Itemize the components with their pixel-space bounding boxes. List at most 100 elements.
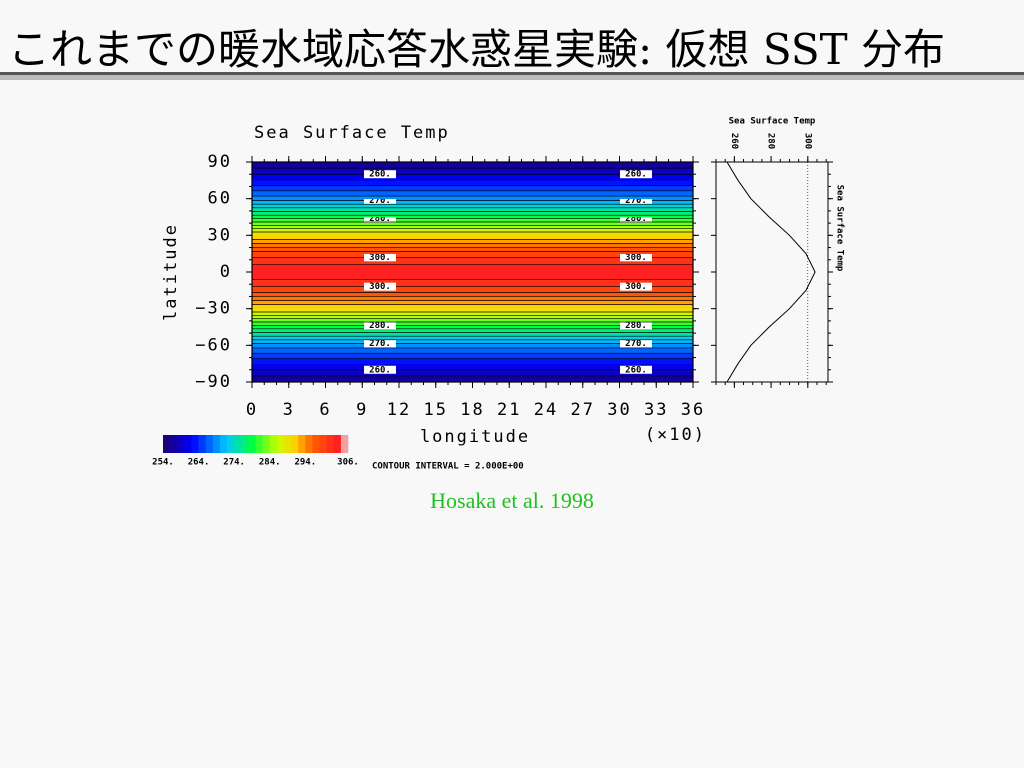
contour-band [252, 279, 693, 287]
contour-band [252, 296, 693, 301]
profile-x-tick-label: 260 [729, 133, 739, 149]
x-tick-label: 33 [644, 400, 668, 420]
colorbar-bin [248, 435, 256, 453]
contour-band [252, 257, 693, 265]
contour-chart: 260. 260. 270. 270. 280. 280. 300. 300. 300. 300.… [152, 117, 844, 472]
contour-band [252, 272, 693, 280]
contour-band [252, 232, 693, 236]
contour-band [252, 343, 693, 346]
x-tick-label: 24 [534, 400, 558, 420]
x-tick-label: 27 [571, 400, 595, 420]
contour-label-bg [364, 365, 396, 374]
colorbar-bin [184, 435, 192, 453]
contour-label-bg [364, 282, 396, 291]
contour-label-bg [620, 321, 652, 330]
colorbar-bin [191, 435, 199, 453]
contour-label: 300. [369, 253, 391, 263]
contour-band [252, 251, 693, 254]
contour-label-bg [364, 170, 396, 179]
contour-label: 260. [369, 365, 391, 375]
x-tick-label: 30 [607, 400, 631, 420]
contour-band [252, 339, 693, 344]
contour-label: 280. [625, 214, 647, 224]
colorbar-bin [283, 435, 292, 453]
contour-label: 300. [625, 253, 647, 263]
colorbar-bin [326, 435, 335, 453]
contour-label: 260. [625, 365, 647, 375]
contour-label: 300. [625, 282, 647, 292]
contour-band [252, 211, 693, 216]
contour-band [252, 247, 693, 252]
y-tick-label: −60 [195, 335, 232, 355]
contour-label-bg [364, 321, 396, 330]
contour-band [252, 300, 693, 305]
contour-band [252, 225, 693, 229]
y-tick-label: 60 [208, 189, 232, 209]
x-tick-label: 9 [356, 400, 368, 420]
x-tick-label: 15 [424, 400, 448, 420]
colorbar-bin [333, 435, 342, 453]
contour-label-bg [364, 253, 396, 262]
contour-band [252, 253, 693, 258]
y-axis-label: latitude [161, 223, 181, 321]
contour-label-bg [620, 214, 652, 223]
profile-x-tick-label: 300 [802, 133, 812, 149]
colorbar-bin [340, 435, 349, 453]
x-tick-label: 0 [246, 400, 258, 420]
colorbar-bin [298, 435, 306, 453]
colorbar-bin [234, 435, 242, 453]
profile-x-tick-label: 280 [766, 133, 776, 149]
contour-label-bg [620, 339, 652, 348]
x-tick-label: 18 [460, 400, 484, 420]
contour-interval: CONTOUR INTERVAL = 2.000E+00 [372, 462, 524, 472]
contour-band [252, 327, 693, 330]
x-tick-label: 12 [387, 400, 411, 420]
contour-label: 300. [369, 282, 391, 292]
citation: Hosaka et al. 1998 [430, 488, 594, 513]
contour-band [252, 243, 693, 248]
colorbar-bin [163, 435, 171, 453]
contour-band [252, 162, 693, 169]
colorbar-bin [319, 435, 327, 453]
contour-band [252, 217, 693, 219]
contour-band [252, 264, 693, 273]
colorbar-label: 264. [188, 458, 210, 468]
contour-band [252, 200, 693, 205]
contour-label: 270. [369, 339, 391, 349]
colorbar-bin [170, 435, 178, 453]
contour-label: 260. [369, 170, 391, 180]
contour-band [252, 286, 693, 291]
colorbar-bin [276, 435, 285, 453]
y-tick-label: 90 [208, 152, 232, 172]
contour-band [252, 290, 693, 293]
contour-band [252, 185, 693, 192]
chart-title: Sea Surface Temp [254, 123, 450, 143]
profile-y-label: Sea Surface Temp [835, 185, 845, 272]
contour-band [252, 325, 693, 328]
contour-label-bg [620, 170, 652, 179]
contour-band [252, 315, 693, 319]
x-tick-label: 21 [497, 400, 521, 420]
colorbar-bin [219, 435, 228, 453]
contour-label: 260. [625, 170, 647, 180]
contour-band [252, 312, 693, 316]
contour-band [252, 239, 693, 244]
colorbar-label: 284. [259, 458, 281, 468]
contour-label-bg [364, 214, 396, 223]
profile-title: Sea Surface Temp [729, 117, 816, 127]
contour-band [252, 196, 693, 199]
contour-label: 270. [369, 196, 391, 206]
y-tick-label: 30 [208, 225, 232, 245]
contour-band [252, 358, 693, 364]
contour-band [252, 328, 693, 333]
contour-label-bg [620, 282, 652, 291]
colorbar-label: 294. [294, 458, 316, 468]
profile-frame [715, 161, 829, 383]
contour-band [252, 363, 693, 371]
colorbar-bin [312, 435, 320, 453]
contour-label-bg [620, 196, 652, 205]
contour-band [252, 292, 693, 297]
contour-band [252, 198, 693, 201]
contour-band [252, 322, 693, 326]
